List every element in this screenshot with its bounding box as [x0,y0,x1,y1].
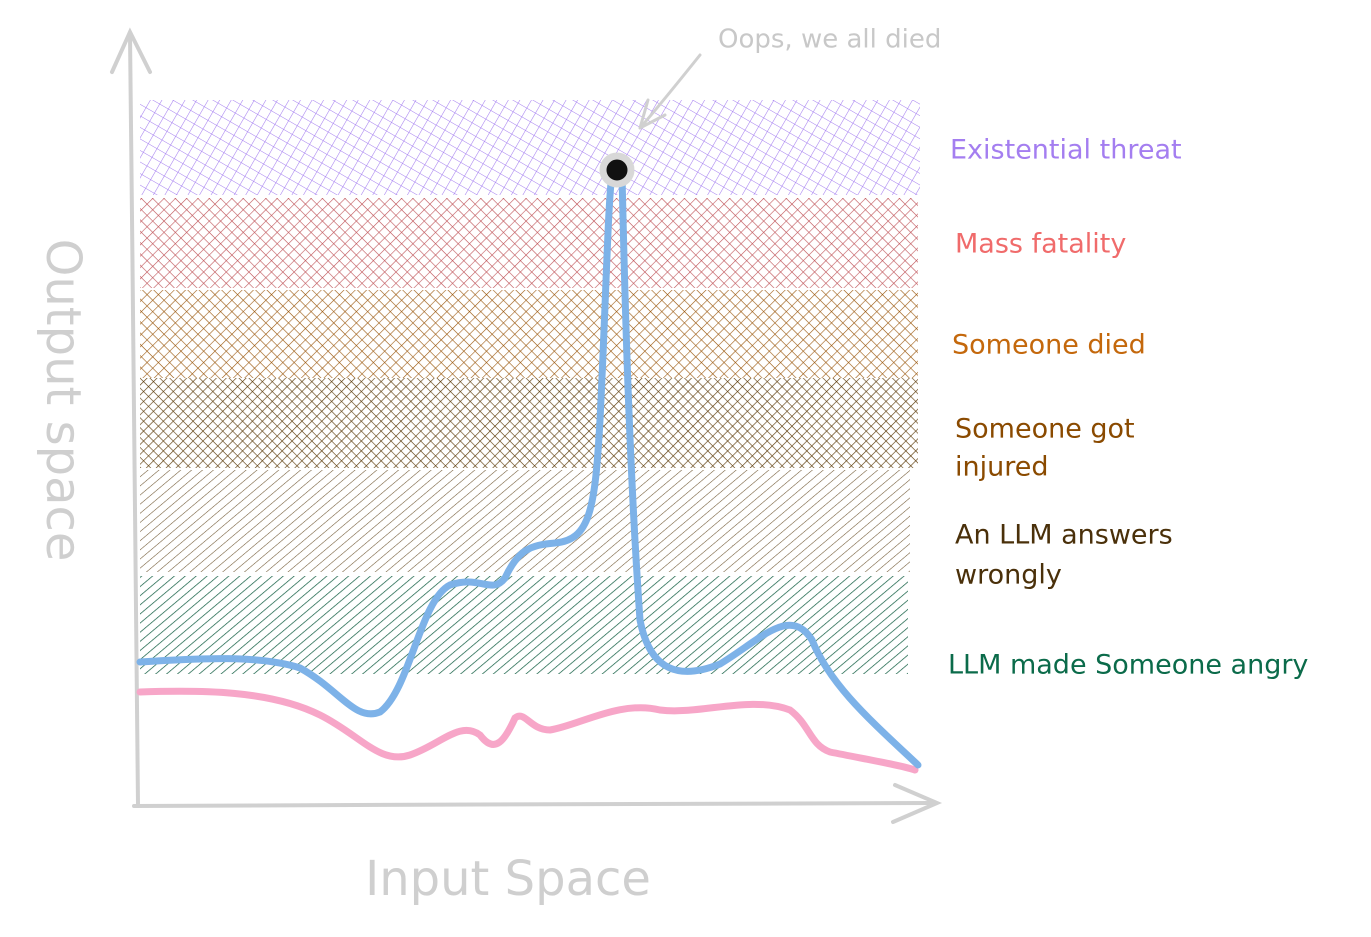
band-label: wrongly [955,560,1062,591]
band-label: LLM made Someone angry [948,650,1308,681]
y-axis-label: Output space [35,239,91,562]
annotation: Oops, we all died [718,25,941,55]
band-someone-died [140,290,918,378]
band-label: Existential threat [950,135,1182,166]
annotation-arrow [638,53,702,130]
band-label: Someone died [952,330,1146,361]
x-axis [132,801,937,808]
band-label: An LLM answers [955,520,1173,551]
blue-curve [136,171,922,769]
axes [110,27,943,824]
x-arrow [891,783,943,824]
x-axis-label: Input Space [365,851,651,907]
band-mass-fatality [140,198,918,288]
band-injured [140,378,918,468]
band-label: injured [955,452,1049,483]
y-axis [128,33,140,807]
bands [140,100,920,674]
y-arrow [110,27,152,74]
failure-point [599,152,635,188]
band-wrong-answer [140,470,910,572]
band-existential [140,100,920,195]
band-label: Someone got [955,414,1135,445]
band-label: Mass fatality [955,229,1126,260]
pink-curve [136,687,919,774]
